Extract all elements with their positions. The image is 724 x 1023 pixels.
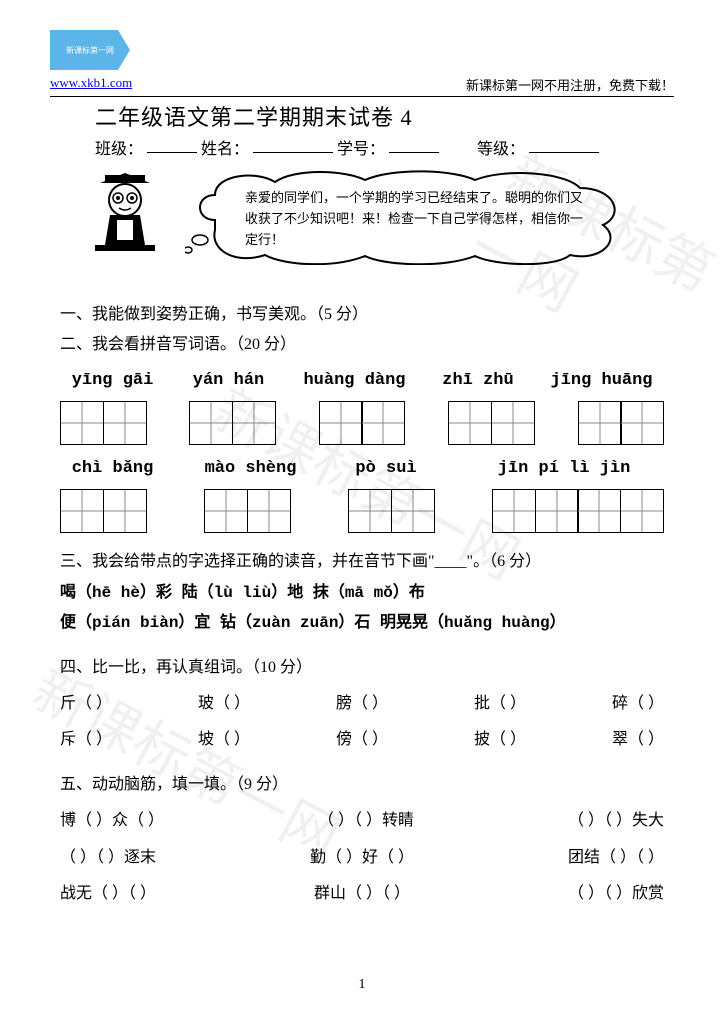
question-3: 三、我会给带点的字选择正确的读音，并在音节下画"____"。（6 分） (60, 547, 664, 577)
content-area: 一、我能做到姿势正确，书写美观。（5 分） 二、我会看拼音写词语。（20 分） … (60, 300, 664, 909)
header: www.xkb1.com 新课标第一网不用注册，免费下载！ (50, 75, 674, 97)
box-group (204, 489, 291, 533)
pinyin-item: chì bǎng (60, 453, 165, 485)
q3-line: 喝（hē hè）彩 陆（lù liù）地 抹（mā mǒ）布 (60, 578, 664, 608)
box-group (319, 401, 406, 445)
q5-item: 战无（ ）（ ） (60, 879, 156, 909)
boxes-row-1 (60, 401, 664, 445)
pinyin-item: zhī zhū (428, 365, 528, 397)
box-group (60, 489, 147, 533)
q4-row: 斤（ ） 玻（ ） 膀（ ） 批（ ） 碎（ ） (60, 689, 664, 719)
q4-item: 斤（ ） (60, 689, 112, 719)
student-info: 班级： 姓名： 学号： 等级： (95, 135, 599, 159)
q5-row: （ ）（ ）逐末 勤（ ）好（ ） 团结（ ）（ ） (60, 843, 664, 873)
box-group (492, 489, 664, 533)
q5-item: 团结（ ）（ ） (568, 843, 664, 873)
q4-item: 玻（ ） (198, 689, 250, 719)
id-blank (389, 135, 439, 153)
q5-row: 博（ ）众（ ） （ ）（ ）转睛 （ ）（ ）失大 (60, 806, 664, 836)
pinyin-item: yīng gāi (60, 365, 165, 397)
q4-item: 膀（ ） (336, 689, 388, 719)
student-illustration (85, 170, 175, 260)
name-blank (253, 135, 333, 153)
page-title: 二年级语文第二学期期末试卷 4 (95, 100, 413, 132)
q3-line: 便（pián biàn）宜 钻（zuàn zuān）石 明晃晃（huǎng hu… (60, 608, 664, 638)
q4-item: 坡（ ） (198, 725, 250, 755)
class-blank (147, 135, 197, 153)
q5-row: 战无（ ）（ ） 群山（ ）（ ） （ ）（ ）欣赏 (60, 879, 664, 909)
q5-item: （ ）（ ）逐末 (60, 843, 156, 873)
box-group (60, 401, 147, 445)
box-group (448, 401, 535, 445)
pinyin-item: jīng huāng (539, 365, 664, 397)
pinyin-item: yán hán (176, 365, 281, 397)
grade-blank (529, 135, 599, 153)
grade-label: 等级： (477, 135, 525, 159)
name-label: 姓名： (201, 135, 249, 159)
speech-bubble: 亲爱的同学们，一个学期的学习已经结束了。聪明的你们又收获了不少知识吧！来！检查一… (185, 170, 625, 265)
question-1: 一、我能做到姿势正确，书写美观。（5 分） (60, 300, 664, 330)
question-5: 五、动动脑筋，填一填。（9 分） (60, 770, 664, 800)
box-group (348, 489, 435, 533)
q5-item: （ ）（ ）欣赏 (568, 879, 664, 909)
q4-item: 斥（ ） (60, 725, 112, 755)
id-label: 学号： (337, 135, 385, 159)
page-number: 1 (359, 977, 366, 993)
logo: 新课标第一网 (50, 30, 130, 70)
q5-item: （ ）（ ）失大 (568, 806, 664, 836)
pinyin-item: pò suì (336, 453, 436, 485)
q4-item: 傍（ ） (336, 725, 388, 755)
box-group (578, 401, 665, 445)
pinyin-row-1: yīng gāi yán hán huàng dàng zhī zhū jīng… (60, 365, 664, 397)
boxes-row-2 (60, 489, 664, 533)
question-4: 四、比一比，再认真组词。（10 分） (60, 653, 664, 683)
q5-item: 博（ ）众（ ） (60, 806, 164, 836)
q5-item: （ ）（ ）转睛 (318, 806, 414, 836)
q4-row: 斥（ ） 坡（ ） 傍（ ） 披（ ） 翠（ ） (60, 725, 664, 755)
header-right-text: 新课标第一网不用注册，免费下载！ (466, 75, 674, 94)
q4-item: 碎（ ） (612, 689, 664, 719)
pinyin-item: jīn pí lì jìn (464, 453, 664, 485)
class-label: 班级： (95, 135, 143, 159)
box-group (189, 401, 276, 445)
q4-item: 批（ ） (474, 689, 526, 719)
bubble-text: 亲爱的同学们，一个学期的学习已经结束了。聪明的你们又收获了不少知识吧！来！检查一… (245, 188, 595, 250)
pinyin-item: huàng dàng (292, 365, 417, 397)
q5-item: 群山（ ）（ ） (314, 879, 410, 909)
pinyin-row-2: chì bǎng mào shèng pò suì jīn pí lì jìn (60, 453, 664, 485)
pinyin-item: mào shèng (193, 453, 308, 485)
question-2: 二、我会看拼音写词语。（20 分） (60, 330, 664, 360)
q5-item: 勤（ ）好（ ） (310, 843, 414, 873)
q4-item: 披（ ） (474, 725, 526, 755)
header-link[interactable]: www.xkb1.com (50, 75, 132, 94)
q4-item: 翠（ ） (612, 725, 664, 755)
